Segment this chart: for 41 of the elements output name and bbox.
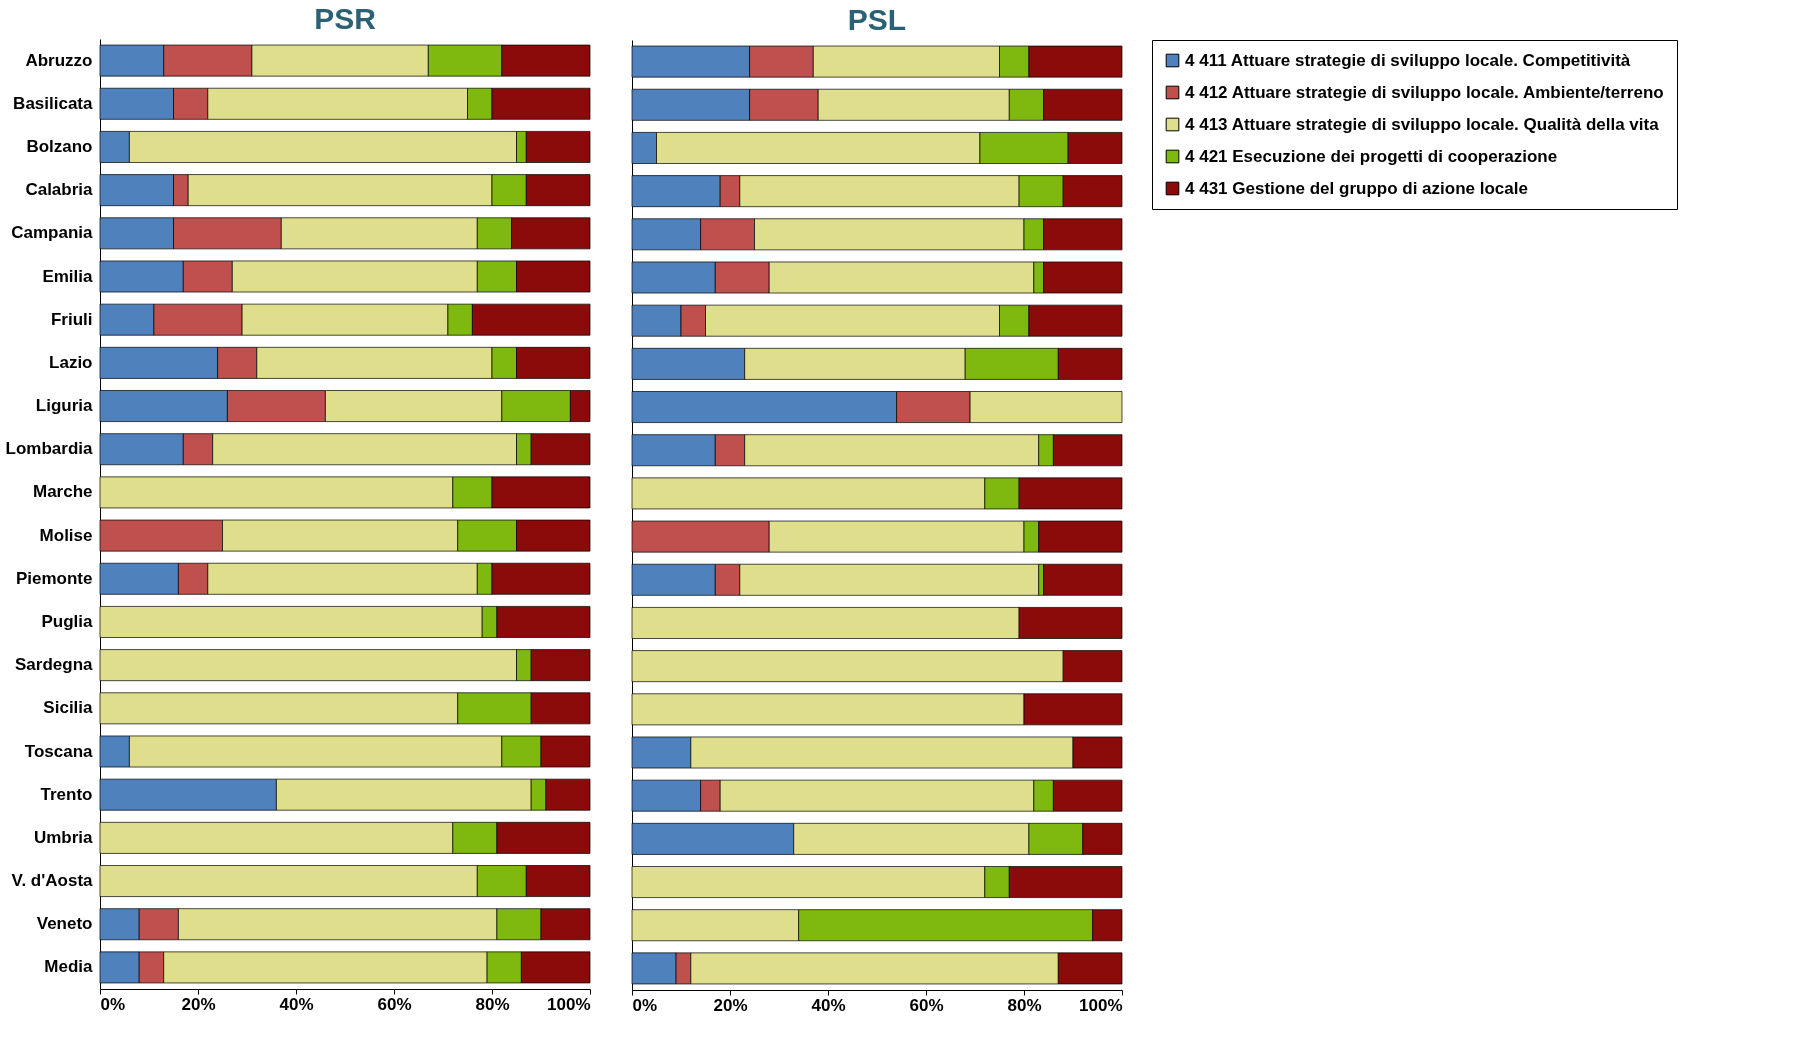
y-tick-label: Emilia xyxy=(42,266,94,286)
y-tick-label: Marche xyxy=(32,482,93,502)
legend-label: 4 413 Attuare strategie di sviluppo locale. Qualità della vita xyxy=(1185,114,1660,134)
y-tick-label: Sicilia xyxy=(43,698,94,718)
y-tick-label: Media xyxy=(44,957,94,977)
legend-label: 4 412 Attuare strategie di sviluppo locale. Ambiente/terreno xyxy=(1185,82,1664,102)
y-tick-label: Puglia xyxy=(41,611,94,631)
x-tick-label: 0% xyxy=(100,994,126,1014)
y-tick-label: Lazio xyxy=(49,352,93,372)
x-tick-label: 80% xyxy=(475,994,510,1014)
y-tick-label: Lombardia xyxy=(5,439,94,459)
chart-title: PSR xyxy=(314,2,377,35)
y-tick-label: Bolzano xyxy=(26,136,93,156)
y-tick-label: Friuli xyxy=(50,309,93,329)
y-tick-label: Sardegna xyxy=(15,655,94,675)
y-tick-label: Umbria xyxy=(33,827,94,847)
legend-label: 4 431 Gestione del gruppo di azione locale xyxy=(1185,178,1528,198)
legend-label: 4 411 Attuare strategie di sviluppo locale. Competitività xyxy=(1185,50,1631,70)
x-tick-label: 100% xyxy=(547,994,591,1014)
y-tick-label: Trento xyxy=(40,784,93,804)
legend-label: 4 421 Esecuzione dei progetti di cooperazione xyxy=(1185,146,1558,166)
y-tick-label: Molise xyxy=(39,525,93,545)
y-tick-label: Campania xyxy=(11,223,94,243)
x-tick-label: 40% xyxy=(279,994,314,1014)
x-tick-label: 80% xyxy=(1007,995,1042,1015)
x-tick-label: 40% xyxy=(811,995,846,1015)
y-tick-label: Liguria xyxy=(35,396,94,416)
x-tick-label: 60% xyxy=(909,995,944,1015)
x-tick-label: 20% xyxy=(713,995,748,1015)
y-tick-label: Abruzzo xyxy=(25,50,93,70)
y-tick-label: Veneto xyxy=(36,914,93,934)
chart-title: PSL xyxy=(847,2,907,36)
y-tick-label: Basilicata xyxy=(13,93,94,113)
y-tick-label: Toscana xyxy=(24,741,94,761)
y-tick-label: Piemonte xyxy=(15,568,93,588)
x-tick-label: 100% xyxy=(1079,995,1123,1015)
y-tick-label: Calabria xyxy=(25,180,94,200)
x-tick-label: 0% xyxy=(632,995,658,1015)
y-tick-label: V. d'Aosta xyxy=(11,871,94,891)
x-tick-label: 60% xyxy=(377,994,412,1014)
x-tick-label: 20% xyxy=(181,994,216,1014)
